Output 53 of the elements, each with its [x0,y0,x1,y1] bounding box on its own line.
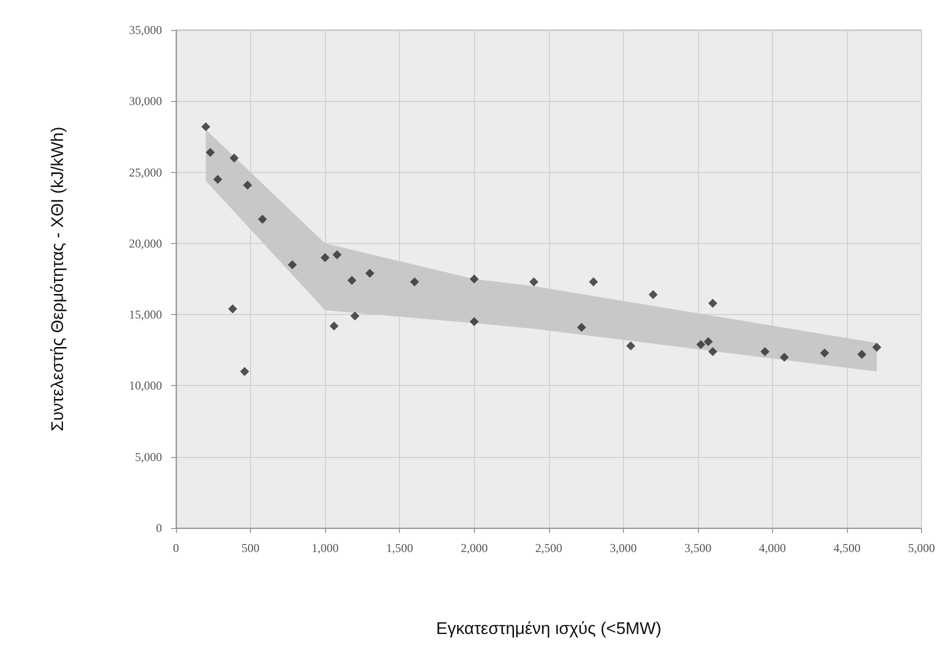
point [320,253,330,262]
point [213,174,222,184]
point [708,298,718,308]
point [626,341,636,350]
x-tick-label: 3,000 [610,541,637,555]
point [648,290,658,300]
point [696,340,706,349]
x-tick-label: 1,000 [312,541,339,555]
y-tick-label: 0 [156,521,162,535]
x-tick-label: 2,000 [460,541,488,555]
point [577,322,586,332]
point [201,122,210,132]
point [228,304,238,314]
x-tick-label: 500 [242,541,260,555]
x-tick-label: 4,500 [833,541,860,555]
x-tick-label: 1,500 [386,541,414,555]
point [857,350,866,359]
point [470,317,479,326]
point [365,268,374,278]
point [258,214,267,224]
y-tick-label: 5,000 [135,450,162,464]
y-tick-label: 20,000 [129,236,162,250]
point [206,148,215,157]
x-axis-title: Εγκατεστημένη ισχύς (<5MW) [436,619,662,638]
point [708,347,718,356]
point [780,352,789,362]
x-tick-label: 4,000 [758,541,786,555]
y-axis-title: Συντελεστής Θερμότητας - ΧΘΙ (kJ/kWh) [48,126,67,432]
point [760,347,770,356]
point [240,366,250,376]
point [529,277,538,286]
y-tick-label: 35,000 [129,23,162,37]
point [288,260,297,270]
y-tick-label: 15,000 [129,308,162,322]
x-tick-label: 0 [173,541,179,555]
point [588,277,598,286]
point [872,342,882,352]
x-tick-label: 3,500 [684,541,712,555]
y-tick-label: 10,000 [129,378,162,393]
point [243,180,252,190]
point [350,311,360,320]
point [330,321,339,330]
point [332,250,342,260]
point [704,337,713,346]
point [470,274,479,284]
y-tick-label: 30,000 [129,94,162,108]
x-tick-label: 2,500 [535,541,562,555]
x-tick-label: 5,000 [908,541,935,555]
point [347,276,356,285]
point [410,277,420,286]
point [820,348,830,358]
y-tick-label: 25,000 [129,165,162,180]
point [230,154,239,163]
